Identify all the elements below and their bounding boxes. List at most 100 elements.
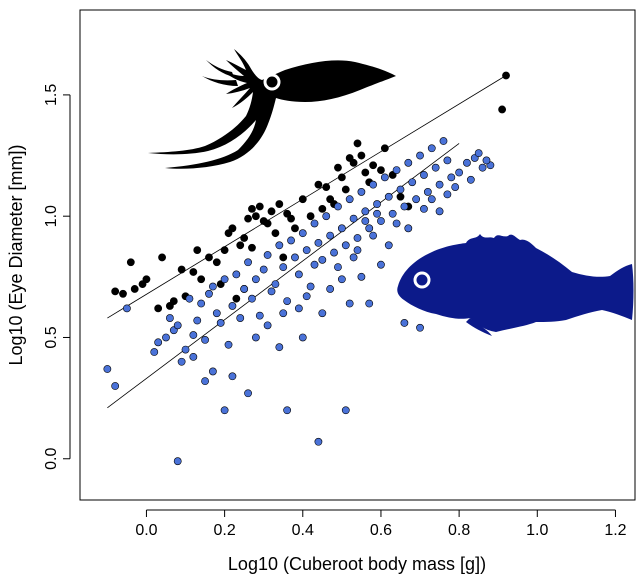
fishes-point	[404, 224, 413, 233]
y-tick-label: 1.0	[43, 205, 60, 227]
fishes-point	[345, 299, 354, 308]
fishes-point	[420, 171, 428, 179]
fishes-point	[189, 352, 198, 361]
cephalopods-point	[255, 202, 264, 211]
fishes-point	[416, 323, 424, 332]
fishes-point	[306, 282, 315, 291]
cephalopods-point	[220, 246, 229, 255]
fishes-point	[451, 183, 460, 191]
fishes-point	[357, 188, 366, 196]
fishes-point	[193, 316, 202, 325]
fishes-point	[294, 304, 303, 313]
fishes-point	[423, 188, 432, 196]
cephalopods-point	[263, 219, 272, 228]
cephalopods-point	[287, 214, 295, 223]
fishes-point	[291, 253, 299, 262]
x-axis: 0.0 0.2 0.4 0.6 0.8 1.0 1.2	[135, 509, 627, 539]
fishes-point	[334, 263, 342, 272]
cephalopods-point	[275, 200, 284, 208]
fishes-point	[244, 258, 252, 267]
fishes-point	[318, 309, 327, 318]
cephalopods-point	[271, 229, 280, 238]
fishes-point	[251, 333, 260, 342]
fishes-point	[279, 263, 288, 272]
fishes-point	[287, 236, 295, 245]
fishes-point	[165, 314, 174, 322]
fishes-point	[439, 137, 448, 145]
fishes-point	[228, 372, 237, 381]
x-axis-label: Log10 (Cuberoot body mass [g])	[228, 554, 486, 574]
fishes-point	[302, 246, 311, 255]
fishes-point	[302, 292, 311, 301]
points-layer	[103, 71, 510, 466]
fishes-point	[314, 437, 323, 446]
fishes-point	[408, 178, 417, 187]
x-tick-label: 0.8	[448, 522, 470, 539]
fishes-point	[349, 253, 358, 262]
fishes-point	[294, 270, 303, 279]
fishes-point	[220, 406, 229, 415]
cephalopods-point	[236, 241, 245, 250]
fishes-point	[283, 297, 292, 305]
cephalopods-point	[502, 71, 510, 80]
fishes-point	[384, 241, 393, 250]
fishes-point	[377, 260, 385, 269]
cephalopods-point	[341, 185, 350, 194]
fishes-point	[111, 382, 120, 390]
fishes-point	[255, 311, 264, 320]
fishes-point	[240, 285, 249, 293]
fish-silhouette-icon	[397, 234, 634, 336]
cephalopods-point	[298, 195, 307, 204]
fishes-point	[392, 219, 401, 228]
fishes-point	[259, 265, 268, 274]
y-axis: 0.0 0.5 1.0 1.5	[43, 84, 71, 470]
fishes-point	[377, 217, 385, 225]
fishes-point	[357, 272, 366, 281]
cephalopods-point	[154, 304, 163, 313]
fishes-point	[388, 209, 397, 218]
fishes-point	[103, 365, 112, 373]
fishes-point	[341, 241, 350, 250]
cephalopods-point	[353, 139, 362, 148]
cephalopods-point	[306, 212, 315, 221]
fishes-point	[263, 251, 272, 259]
fishes-point	[154, 338, 163, 347]
fishes-point	[212, 309, 221, 318]
cephalopods-point	[189, 268, 198, 276]
fishes-point	[248, 294, 256, 303]
fishes-point	[244, 389, 252, 398]
fishes-point	[185, 294, 194, 303]
cephalopods-point	[248, 243, 256, 252]
fishes-point	[162, 333, 170, 342]
fishes-point	[384, 192, 393, 201]
cephalopods-point	[322, 183, 331, 191]
x-tick-label: 0.0	[135, 522, 157, 539]
fishes-point	[173, 457, 182, 466]
fishes-point	[267, 287, 276, 296]
y-axis-label: Log10 (Eye Diameter [mm])	[6, 144, 26, 365]
cephalopods-point	[380, 144, 389, 153]
fishes-point	[326, 285, 335, 293]
squid-silhouette-icon	[148, 49, 396, 169]
cephalopods-point	[251, 212, 260, 221]
cephalopods-point	[498, 105, 507, 114]
fishes-point	[361, 207, 370, 216]
cephalopods-point	[369, 161, 378, 170]
x-tick-label: 1.0	[526, 522, 548, 539]
fishes-point	[427, 195, 436, 204]
fishes-point	[420, 205, 428, 213]
fishes-point	[263, 321, 272, 330]
fishes-point	[443, 156, 452, 165]
fishes-point	[181, 345, 190, 354]
cephalopods-point	[279, 253, 288, 262]
cephalopods-point	[377, 166, 385, 174]
fishes-point	[369, 231, 378, 240]
fishes-point	[482, 156, 491, 165]
cephalopods-point	[240, 234, 249, 242]
fishes-point	[474, 149, 483, 158]
cephalopods-point	[314, 180, 323, 189]
cephalopods-point	[212, 258, 221, 267]
fishes-point	[412, 195, 421, 204]
